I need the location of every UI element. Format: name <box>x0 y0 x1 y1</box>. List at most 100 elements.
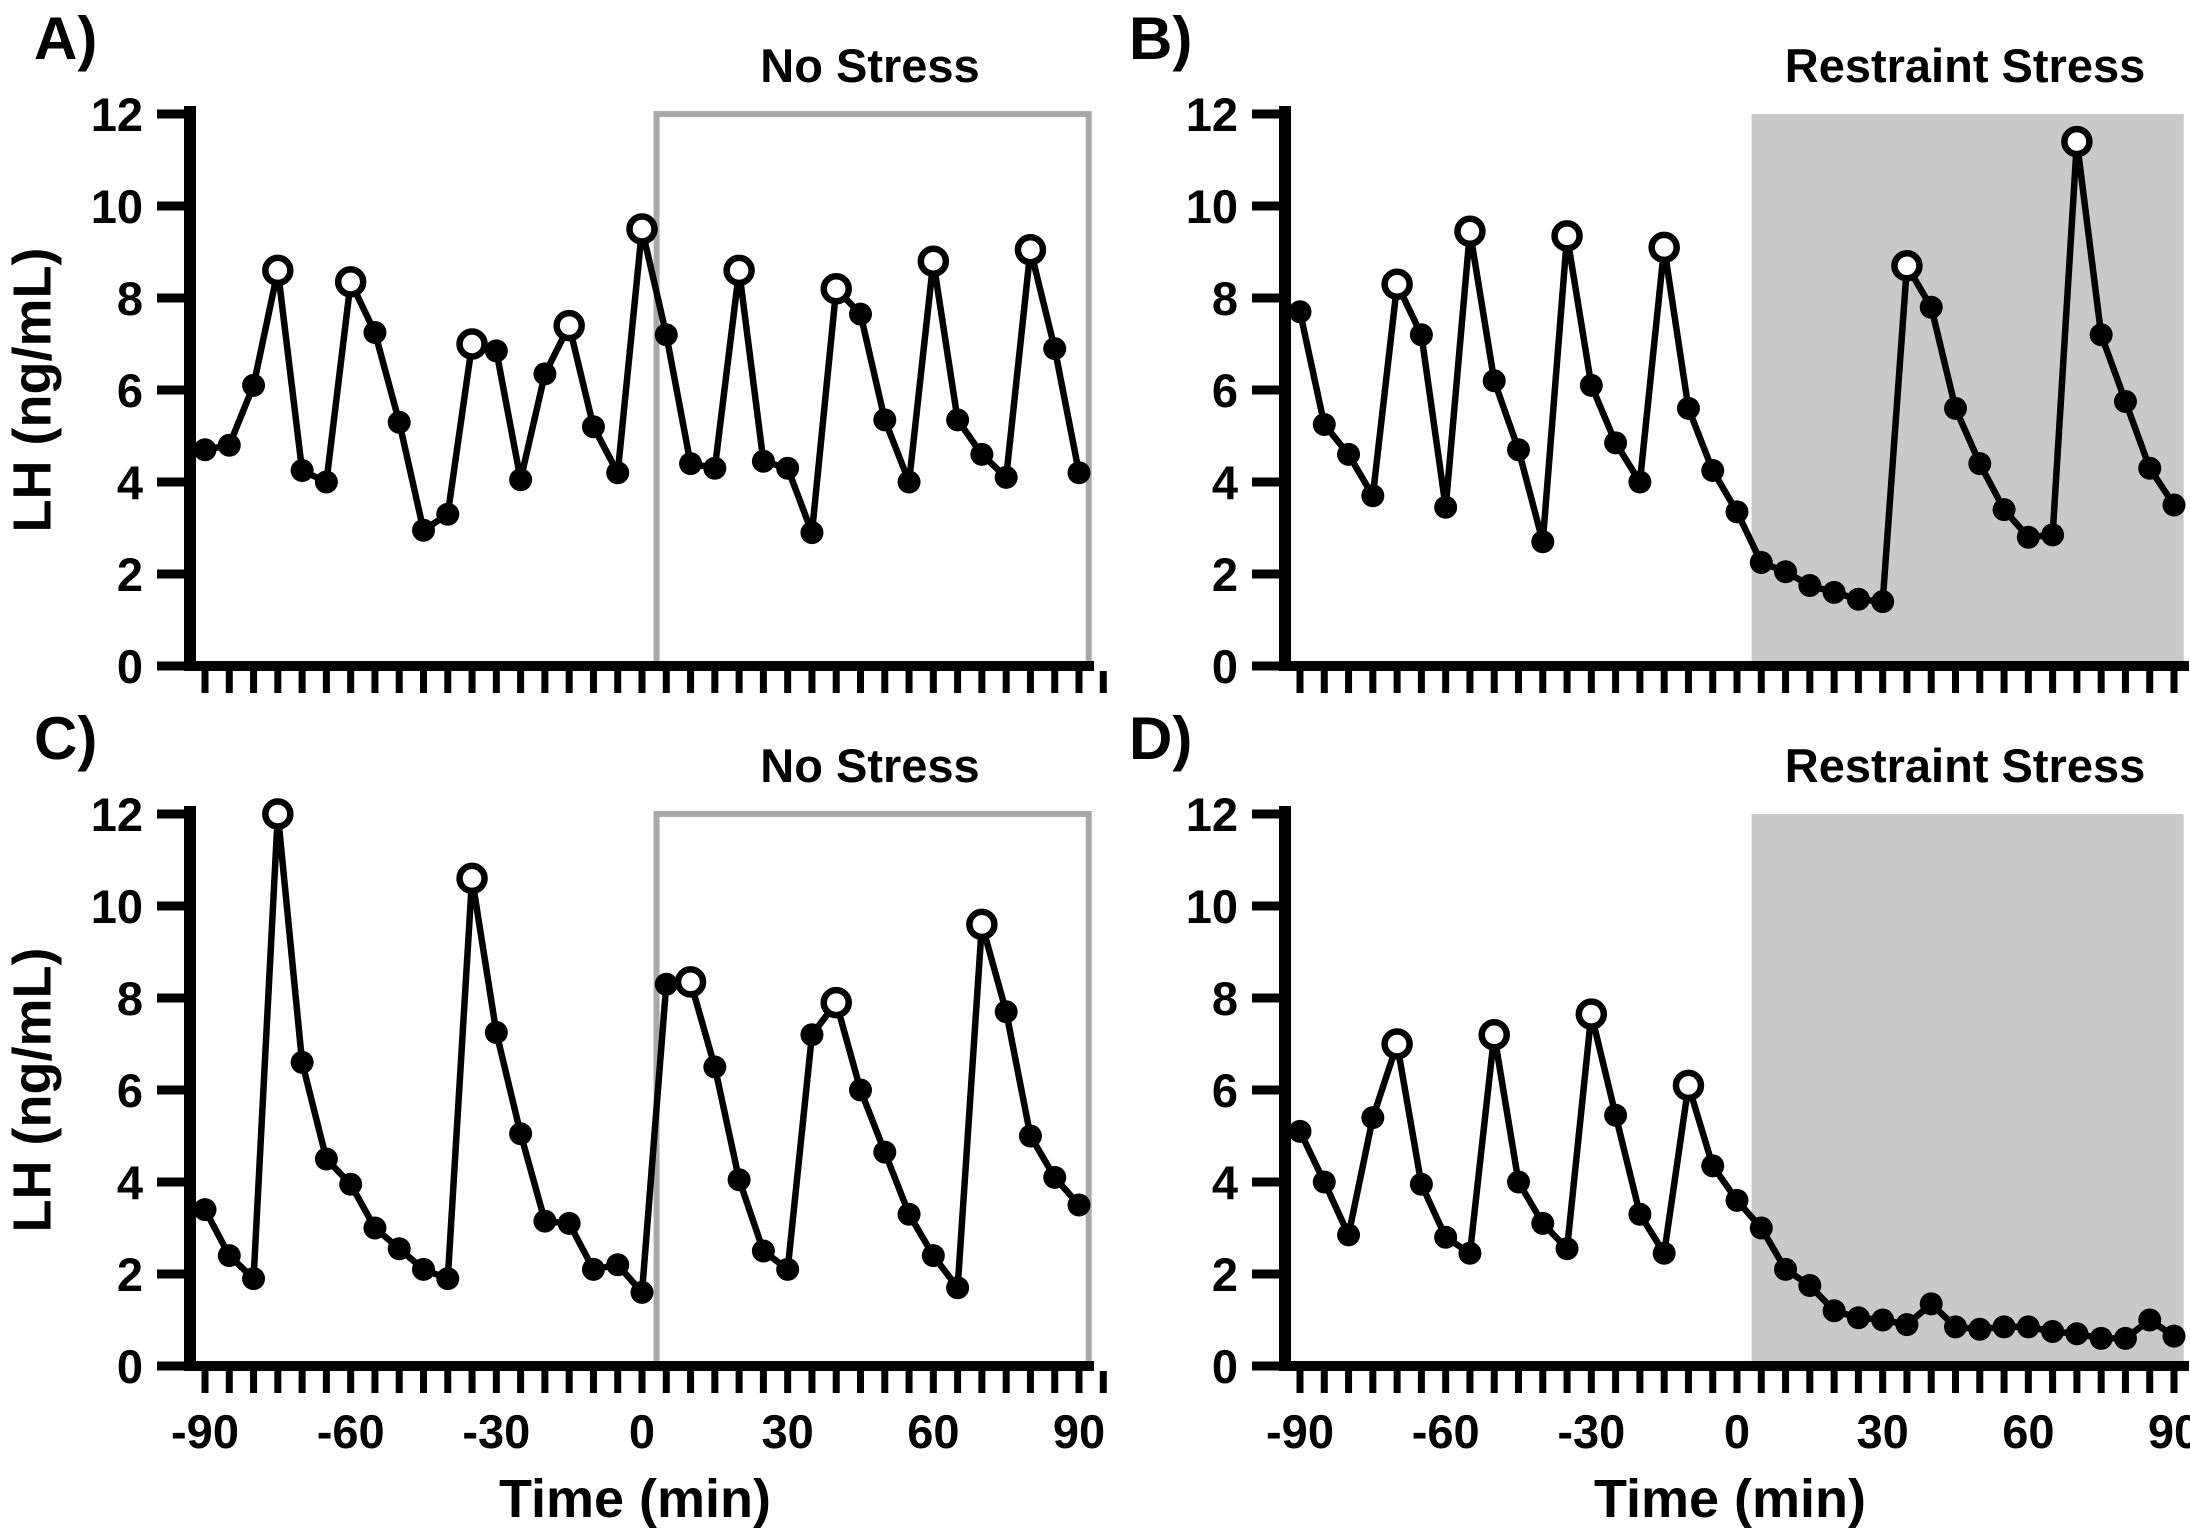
data-point-marker <box>412 1257 436 1281</box>
data-point-marker <box>387 410 411 434</box>
data-point-marker <box>581 1257 605 1281</box>
pulse-peak-marker <box>1014 233 1047 266</box>
data-point-marker <box>1944 396 1968 420</box>
data-point-marker <box>484 1021 508 1044</box>
x-tick-label: 60 <box>2002 1405 2054 1458</box>
x-tick-label: -90 <box>1266 1405 1334 1458</box>
pulse-peak-marker <box>1381 1028 1413 1060</box>
data-point-marker <box>1043 337 1067 361</box>
data-point-marker <box>290 459 314 482</box>
panel-b-chart: 0 2 4 6 8 10 12 <box>1186 88 2189 693</box>
y-tick-label: 4 <box>117 456 143 509</box>
data-point-marker <box>509 468 533 492</box>
data-point-marker <box>314 1147 338 1171</box>
data-point-marker <box>606 1253 630 1277</box>
y-tick-label: 10 <box>91 180 143 233</box>
data-point-marker <box>2113 1326 2137 1350</box>
data-point-marker <box>1846 587 1870 611</box>
data-point-marker <box>533 1209 557 1233</box>
panel-d: D) Restraint Stress Time (min) 0 2 4 6 8 10 12… <box>1095 700 2190 1538</box>
data-point-marker <box>849 302 873 326</box>
y-tick-label: 10 <box>1186 880 1238 933</box>
y-tick-label: 0 <box>1212 640 1238 693</box>
x-tick-label: -90 <box>171 1405 239 1458</box>
data-point-marker <box>509 1122 533 1146</box>
y-tick-label: 8 <box>117 972 143 1025</box>
data-point-marker <box>1409 323 1433 347</box>
x-tick-label: 90 <box>2148 1405 2190 1458</box>
pulse-peak-marker <box>262 254 294 287</box>
stress-region <box>1751 814 2184 1366</box>
data-point-marker <box>363 321 387 344</box>
data-point-marker <box>2041 1320 2065 1343</box>
data-point-marker <box>751 449 775 473</box>
data-point-marker <box>897 1202 921 1226</box>
data-point-marker <box>1846 1306 1870 1330</box>
data-point-marker <box>193 438 217 462</box>
data-point-marker <box>921 1244 945 1268</box>
data-point-marker <box>193 1198 217 1222</box>
data-point-marker <box>1919 295 1943 319</box>
panel-c: C) No Stress LH (ng/mL) Time (min) 0 2 4 6 8… <box>0 700 1107 1538</box>
x-tick-label: -30 <box>462 1405 530 1458</box>
panel-b-letter: B) <box>1129 5 1193 72</box>
pulse-peak-marker <box>1891 250 1923 282</box>
y-tick-label: 10 <box>91 880 143 933</box>
pulse-peak-marker <box>262 798 294 830</box>
x-tick-label: 30 <box>1857 1405 1909 1458</box>
data-point-marker <box>242 1267 266 1291</box>
x-tick-label: -60 <box>1412 1405 1480 1458</box>
pulse-peak-marker <box>820 986 852 1019</box>
data-point-marker <box>946 408 970 432</box>
pulse-peak-marker <box>723 254 755 287</box>
data-point-marker <box>751 1239 775 1263</box>
data-point-marker <box>1434 495 1458 519</box>
x-axis-label: Time (min) <box>1593 1469 1867 1529</box>
panel-b: B) Restraint Stress 0 2 4 6 8 10 12 <box>1095 0 2190 700</box>
data-point-marker <box>897 470 921 494</box>
data-point-marker <box>873 408 897 432</box>
data-point-marker <box>1676 396 1700 420</box>
pulse-peak-marker <box>456 328 488 360</box>
data-point-marker <box>1774 560 1798 584</box>
data-point-marker <box>581 415 605 439</box>
data-point-marker <box>1992 1315 2016 1339</box>
y-tick-label: 0 <box>1212 1340 1238 1393</box>
data-point-marker <box>2016 525 2040 549</box>
pulse-peak-marker <box>966 908 998 941</box>
data-point-marker <box>1652 1241 1676 1265</box>
y-tick-label: 2 <box>117 548 143 601</box>
y-tick-label: 8 <box>1212 272 1238 325</box>
data-point-marker <box>1822 1299 1846 1323</box>
data-point-marker <box>557 1211 581 1235</box>
data-point-marker <box>1628 1202 1652 1226</box>
data-point-marker <box>2065 1322 2089 1346</box>
pulse-peak-marker <box>917 245 950 277</box>
pulse-peak-marker <box>1575 998 1608 1030</box>
lh-series-line <box>202 810 1082 1296</box>
data-point-marker <box>1992 498 2016 522</box>
data-point-marker <box>1531 530 1555 554</box>
y-tick-label: 6 <box>1212 364 1238 417</box>
y-tick-label: 0 <box>117 1340 143 1393</box>
data-point-marker <box>1725 500 1749 524</box>
data-point-marker <box>387 1237 411 1261</box>
data-point-marker <box>630 1280 654 1304</box>
y-tick-label: 12 <box>1186 88 1238 141</box>
data-point-marker <box>2041 523 2065 547</box>
data-point-marker <box>1604 1103 1628 1127</box>
pulse-peak-marker <box>1551 220 1583 252</box>
data-point-marker <box>776 456 800 480</box>
data-point-marker <box>1919 1292 1943 1316</box>
data-point-marker <box>2162 493 2186 517</box>
data-point-marker <box>849 1078 873 1102</box>
data-point-marker <box>873 1140 897 1164</box>
data-point-marker <box>1361 484 1385 508</box>
data-point-marker <box>1507 1170 1531 1194</box>
data-point-marker <box>363 1216 387 1240</box>
y-tick-label: 12 <box>1186 788 1238 841</box>
pulse-peak-marker <box>820 273 852 305</box>
data-point-marker <box>290 1050 314 1074</box>
data-point-marker <box>679 452 703 476</box>
data-point-marker <box>1822 580 1846 604</box>
